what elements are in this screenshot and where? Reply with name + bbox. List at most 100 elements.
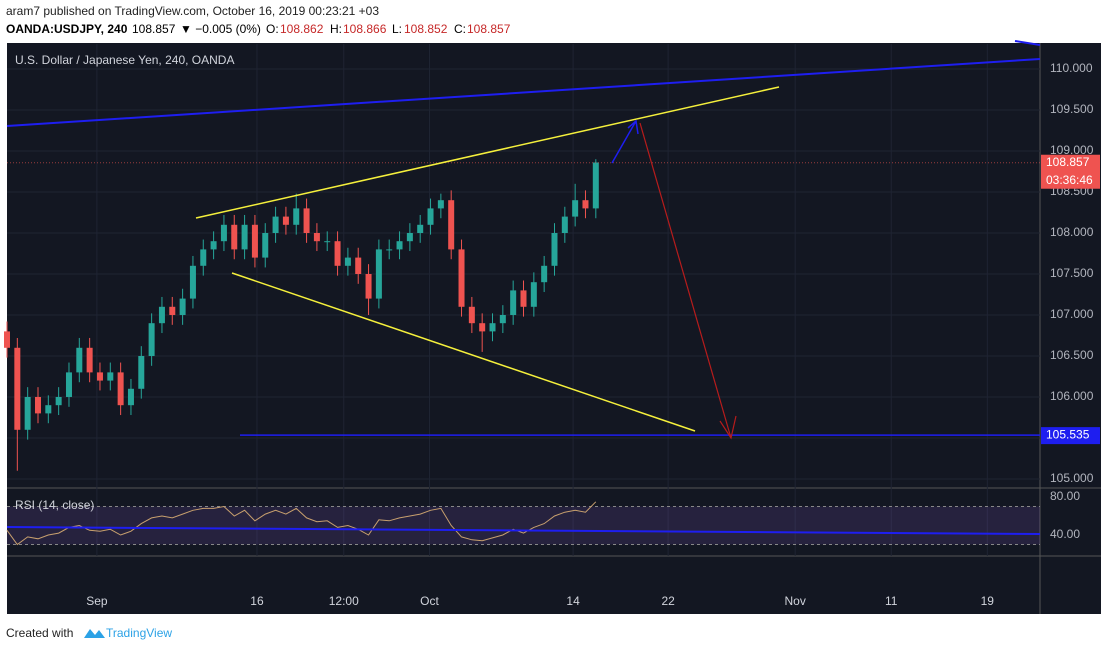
ohlc-label: O: <box>266 22 279 36</box>
candle-body <box>127 388 134 406</box>
price-label-box <box>1041 427 1100 445</box>
candle-body <box>313 232 320 242</box>
ohlc-value: 108.866 <box>343 22 387 36</box>
logo <box>84 629 105 638</box>
x-tick-label: Oct <box>420 594 439 608</box>
channel-line <box>195 86 780 219</box>
candle-body <box>365 273 372 299</box>
x-tick-label: 19 <box>981 594 995 608</box>
candle-body <box>324 241 331 243</box>
candle-body <box>406 232 413 242</box>
candle-body <box>14 347 21 430</box>
candle-body <box>458 249 465 307</box>
y-tick-label: 40.00 <box>1050 527 1080 541</box>
x-tick-label: 12:00 <box>329 594 359 608</box>
ohlc-label: L: <box>392 22 402 36</box>
candle-body <box>189 265 196 299</box>
channel-line <box>231 272 696 432</box>
candle-body <box>45 405 52 414</box>
candle-body <box>200 249 207 266</box>
candle-body <box>479 323 486 332</box>
candle-body <box>282 216 289 225</box>
candle-body <box>210 241 217 250</box>
candle-body <box>169 306 176 315</box>
candle-body <box>241 224 248 250</box>
last-price: 108.857 <box>132 22 176 36</box>
arrow <box>611 120 637 164</box>
candle-body <box>24 396 31 430</box>
plot: 105.000105.500106.000106.500107.000107.5… <box>4 44 1100 608</box>
candle-body <box>96 372 103 381</box>
candle-body <box>148 323 155 356</box>
y-tick-label: 80.00 <box>1050 489 1080 503</box>
candle-body <box>303 208 310 233</box>
candle-body <box>65 372 72 397</box>
candle-body <box>530 282 537 307</box>
y-tick-label: 110.000 <box>1050 61 1093 75</box>
arrow <box>639 122 732 439</box>
candle-body <box>375 249 382 299</box>
x-tick-label: 14 <box>566 594 580 608</box>
y-tick-label: 108.000 <box>1050 225 1094 239</box>
candle-body <box>344 257 351 266</box>
chart-title: U.S. Dollar / Japanese Yen, 240, OANDA <box>15 53 234 67</box>
footer-text: Created with <box>6 626 73 640</box>
price-label: 108.857 <box>1046 155 1090 169</box>
candle-body <box>468 306 475 324</box>
candle-body <box>34 396 41 414</box>
candle-body <box>417 224 424 233</box>
drawings <box>6 40 1041 535</box>
ohlc-label: C: <box>454 22 466 36</box>
published: aram7 published on TradingView.com, Octo… <box>6 4 379 18</box>
candle-body <box>489 323 496 332</box>
candle-body <box>293 208 300 225</box>
x-tick-label: 11 <box>885 594 898 608</box>
ohlc-value: 108.857 <box>467 22 511 36</box>
candle-body <box>262 232 269 258</box>
ohlc-label: H: <box>330 22 342 36</box>
x-tick-label: 22 <box>661 594 675 608</box>
countdown: 03:36:46 <box>1046 173 1093 187</box>
candle-body <box>499 314 506 324</box>
candle-body <box>251 224 258 258</box>
candle-body <box>158 306 165 324</box>
candle-body <box>572 200 579 217</box>
price-label: 105.535 <box>1046 427 1090 441</box>
arrow-head <box>719 415 737 440</box>
candle-body <box>138 355 145 389</box>
candle-body <box>437 200 444 209</box>
y-tick-label: 109.000 <box>1050 143 1094 157</box>
rsi-line <box>6 501 597 546</box>
rsi-trend-line <box>6 526 1041 535</box>
candle-body <box>427 208 434 225</box>
candle-body <box>55 396 62 406</box>
y-tick-label: 107.000 <box>1050 307 1094 321</box>
symbol: OANDA:USDJPY, 240 <box>6 22 128 36</box>
change: ▼ −0.005 (0%) <box>180 22 261 36</box>
price-label-box <box>1041 154 1100 189</box>
candle-body <box>448 200 455 250</box>
y-tick-label: 106.000 <box>1050 389 1094 403</box>
candle-body <box>179 298 186 315</box>
candle-body <box>551 232 558 266</box>
candle-body <box>561 216 568 233</box>
x-tick-label: Sep <box>86 594 108 608</box>
candle-body <box>386 249 393 251</box>
footer-brand[interactable]: TradingView <box>106 626 172 640</box>
candle-body <box>231 224 238 250</box>
x-tick-label: 16 <box>250 594 264 608</box>
candle-body <box>220 224 227 242</box>
trend-line <box>6 58 1041 127</box>
candle-body <box>520 290 527 307</box>
x-tick-label: Nov <box>785 594 806 608</box>
y-tick-label: 106.500 <box>1050 348 1094 362</box>
candle-body <box>334 241 341 266</box>
ohlc-value: 108.852 <box>404 22 448 36</box>
candle-body <box>107 372 114 381</box>
candle-body <box>76 347 83 373</box>
candle-body <box>396 241 403 250</box>
candle-body <box>272 216 279 233</box>
candle-body <box>592 162 599 209</box>
candle-body <box>541 265 548 283</box>
